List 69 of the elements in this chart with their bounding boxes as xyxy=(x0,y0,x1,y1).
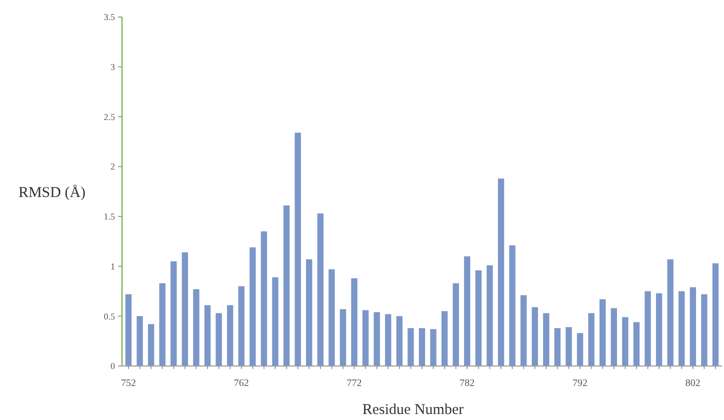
x-tick-label: 792 xyxy=(572,378,588,389)
bar xyxy=(667,259,674,366)
bar xyxy=(362,310,369,366)
bar xyxy=(498,178,504,366)
y-tick-label: 0 xyxy=(110,361,116,372)
bar xyxy=(125,294,132,366)
bar xyxy=(622,317,628,366)
bar xyxy=(644,291,651,366)
bar xyxy=(576,333,584,366)
y-tick-label: 2.5 xyxy=(104,112,116,122)
x-tick-label: 762 xyxy=(234,378,249,389)
bar xyxy=(475,270,482,366)
y-tick-label: 2 xyxy=(110,162,115,172)
bar xyxy=(656,293,662,366)
bar xyxy=(441,311,448,366)
bar xyxy=(328,269,335,366)
bar xyxy=(260,231,268,366)
y-tick-label: 0.5 xyxy=(104,311,116,322)
bar xyxy=(543,313,550,366)
x-tick-label: 772 xyxy=(346,378,362,389)
bar xyxy=(690,287,696,366)
bar xyxy=(294,132,301,366)
bar xyxy=(554,328,561,366)
bar xyxy=(136,316,143,366)
y-tick-label: 1.5 xyxy=(104,212,116,222)
x-axis-title: Residue Number xyxy=(362,402,464,418)
bar xyxy=(170,261,177,366)
bar xyxy=(159,283,166,366)
bar xyxy=(610,308,618,366)
bar xyxy=(712,263,719,366)
bar xyxy=(148,324,154,366)
x-tick-label: 802 xyxy=(685,378,700,389)
bar xyxy=(701,294,708,366)
bar xyxy=(374,312,380,366)
x-tick-label: 782 xyxy=(460,378,475,389)
bar xyxy=(430,329,436,366)
bar xyxy=(204,305,211,366)
bar xyxy=(678,291,685,366)
bar xyxy=(385,314,392,366)
bar xyxy=(182,252,188,366)
y-axis-title: RMSD (Å) xyxy=(18,184,86,201)
bar xyxy=(226,305,234,366)
bar xyxy=(272,277,278,366)
bar xyxy=(250,247,256,366)
bar xyxy=(600,299,606,366)
bar xyxy=(340,309,346,366)
bar xyxy=(452,283,459,366)
bar xyxy=(351,278,358,366)
bar xyxy=(193,289,200,366)
bar xyxy=(532,307,538,366)
bar xyxy=(408,328,414,366)
bar xyxy=(396,316,403,366)
bar xyxy=(566,327,572,366)
bar xyxy=(633,322,640,366)
y-tick-label: 3 xyxy=(110,62,116,72)
bar xyxy=(486,265,493,366)
bar xyxy=(317,213,324,366)
y-tick-label: 3.5 xyxy=(104,12,116,22)
bar xyxy=(238,286,244,366)
bar xyxy=(418,328,426,366)
bar xyxy=(283,205,290,366)
bar xyxy=(520,295,527,366)
bar xyxy=(306,259,312,366)
bar xyxy=(509,245,516,366)
x-tick-label: 752 xyxy=(120,378,136,389)
bar xyxy=(588,313,594,366)
bar xyxy=(216,313,222,366)
bar xyxy=(464,256,470,366)
y-tick-label: 1 xyxy=(110,261,115,272)
